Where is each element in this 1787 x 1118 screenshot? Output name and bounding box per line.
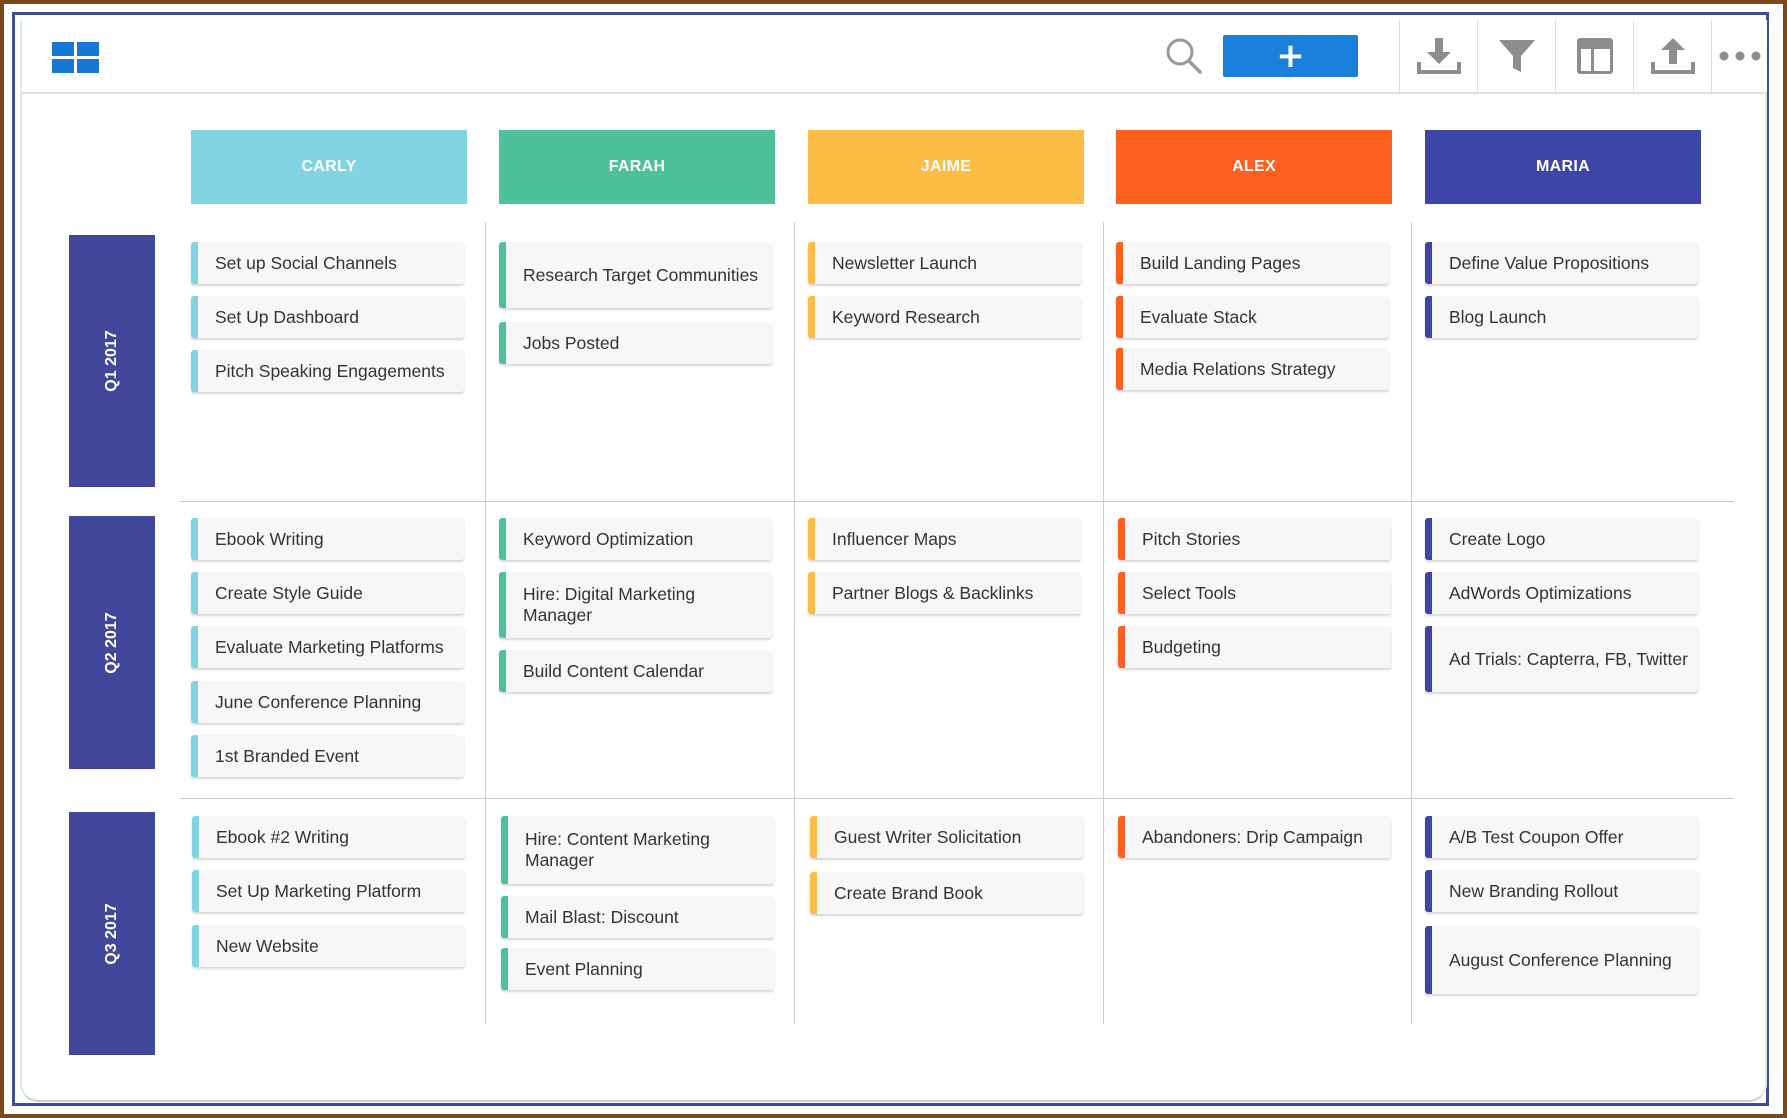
task-card[interactable]: 1st Branded Event <box>191 735 464 777</box>
task-card[interactable]: Create Logo <box>1425 518 1698 560</box>
row-divider <box>180 501 1734 502</box>
layout-icon <box>1577 38 1613 74</box>
download-button[interactable] <box>1399 20 1478 92</box>
row-label-q2-2017[interactable]: Q2 2017 <box>69 516 155 769</box>
task-card[interactable]: Evaluate Stack <box>1116 296 1389 338</box>
filter-button[interactable] <box>1477 20 1556 92</box>
row-divider <box>180 798 1734 799</box>
row-label-text: Q1 2017 <box>103 330 120 392</box>
task-card[interactable]: Guest Writer Solicitation <box>810 816 1083 858</box>
upload-button[interactable] <box>1633 20 1712 92</box>
task-card[interactable]: June Conference Planning <box>191 681 464 723</box>
task-card[interactable]: Create Style Guide <box>191 572 464 614</box>
grid-view-icon[interactable] <box>52 42 100 74</box>
task-card[interactable]: Pitch Stories <box>1118 518 1391 560</box>
row-label-text: Q2 2017 <box>103 611 120 674</box>
task-card[interactable]: Pitch Speaking Engagements <box>191 350 464 392</box>
task-card[interactable]: Mail Blast: Discount <box>501 896 774 938</box>
column-header-alex[interactable]: ALEX <box>1116 130 1392 204</box>
task-card[interactable]: Budgeting <box>1118 626 1391 668</box>
task-card[interactable]: Set Up Dashboard <box>191 296 464 338</box>
task-card[interactable]: Blog Launch <box>1425 296 1698 338</box>
task-card[interactable]: Hire: Content Marketing Manager <box>501 816 774 884</box>
task-card[interactable]: Set Up Marketing Platform <box>192 870 465 912</box>
task-card[interactable]: Research Target Communities <box>499 242 772 308</box>
task-card[interactable]: Ebook Writing <box>191 518 464 560</box>
layout-button[interactable] <box>1555 20 1634 92</box>
column-header-carly[interactable]: CARLY <box>191 130 467 204</box>
upload-icon <box>1651 38 1695 74</box>
task-card[interactable]: A/B Test Coupon Offer <box>1425 816 1698 858</box>
task-card[interactable]: Abandoners: Drip Campaign <box>1118 816 1391 858</box>
task-card[interactable]: Ebook #2 Writing <box>192 816 465 858</box>
task-card[interactable]: Jobs Posted <box>499 322 772 364</box>
task-card[interactable]: Ad Trials: Capterra, FB, Twitter <box>1425 626 1698 692</box>
more-icon <box>1719 51 1761 61</box>
roadmap-board: + <box>20 20 1767 1102</box>
task-card[interactable]: New Branding Rollout <box>1425 870 1698 912</box>
task-card[interactable]: Keyword Research <box>808 296 1081 338</box>
task-card[interactable]: Hire: Digital Marketing Manager <box>499 572 772 638</box>
task-card[interactable]: Newsletter Launch <box>808 242 1081 284</box>
task-card[interactable]: New Website <box>192 925 465 967</box>
add-button[interactable]: + <box>1223 35 1358 77</box>
task-card[interactable]: Media Relations Strategy <box>1116 348 1389 390</box>
column-header-jaime[interactable]: JAIME <box>808 130 1084 204</box>
task-card[interactable]: Event Planning <box>501 948 774 990</box>
column-divider <box>794 222 795 1024</box>
task-card[interactable]: Keyword Optimization <box>499 518 772 560</box>
row-label-q1-2017[interactable]: Q1 2017 <box>69 235 155 487</box>
task-card[interactable]: Build Landing Pages <box>1116 242 1389 284</box>
column-divider <box>1103 222 1104 1024</box>
task-card[interactable]: Partner Blogs & Backlinks <box>808 572 1081 614</box>
filter-icon <box>1499 40 1535 72</box>
toolbar: + <box>22 20 1767 94</box>
task-card[interactable]: Create Brand Book <box>810 872 1083 914</box>
row-label-text: Q3 2017 <box>103 902 120 965</box>
column-divider <box>1411 222 1412 1024</box>
row-label-q3-2017[interactable]: Q3 2017 <box>69 812 155 1055</box>
task-card[interactable]: August Conference Planning <box>1425 926 1698 994</box>
search-icon[interactable] <box>1162 34 1206 78</box>
column-divider <box>485 222 486 1024</box>
task-card[interactable]: Set up Social Channels <box>191 242 464 284</box>
task-card[interactable]: Influencer Maps <box>808 518 1081 560</box>
task-card[interactable]: Evaluate Marketing Platforms <box>191 626 464 668</box>
column-header-maria[interactable]: MARIA <box>1425 130 1701 204</box>
task-card[interactable]: Select Tools <box>1118 572 1391 614</box>
task-card[interactable]: Build Content Calendar <box>499 650 772 692</box>
plus-icon: + <box>1276 36 1305 76</box>
column-header-farah[interactable]: FARAH <box>499 130 775 204</box>
task-card[interactable]: AdWords Optimizations <box>1425 572 1698 614</box>
task-card[interactable]: Define Value Propositions <box>1425 242 1698 284</box>
download-icon <box>1417 38 1461 74</box>
more-button[interactable] <box>1711 20 1768 92</box>
